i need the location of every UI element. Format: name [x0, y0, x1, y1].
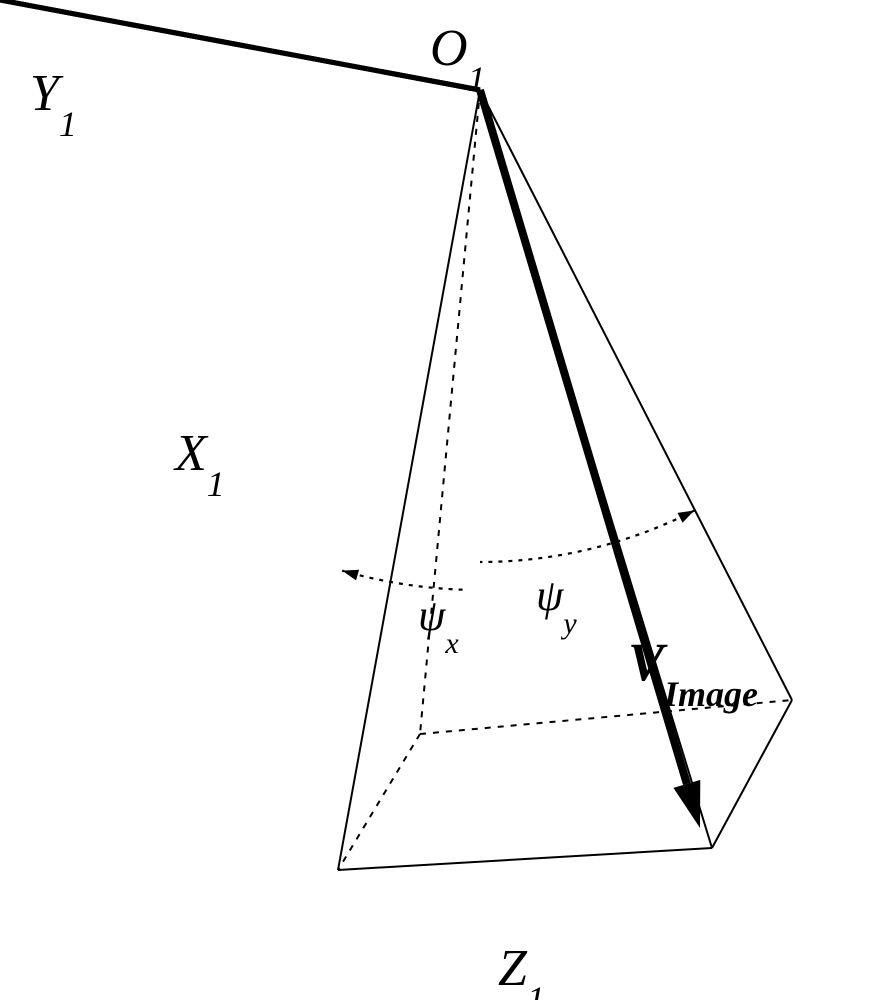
label-o1-sub: 1	[468, 59, 486, 99]
label-z1: Z1	[498, 940, 545, 1000]
arc-arrowhead	[342, 570, 359, 581]
label-psi_x: ψx	[418, 591, 459, 660]
label-vimage-sub: Image	[663, 674, 758, 714]
label-x1-sub: 1	[207, 464, 225, 504]
label-z1-main: Z	[498, 940, 528, 997]
label-o1-main: O	[430, 20, 468, 77]
coordinate-diagram: O1Y1X1Z1VImageψxψy	[0, 0, 888, 1000]
label-psi_y-main: ψ	[536, 571, 564, 620]
arrowhead	[673, 780, 700, 828]
label-y1: Y1	[30, 65, 77, 144]
label-psi_x-sub: x	[444, 627, 459, 660]
label-psi_y: ψy	[536, 571, 577, 640]
label-y1-sub: 1	[59, 104, 77, 144]
axis-z1-line	[0, 0, 480, 90]
base-front	[338, 848, 712, 870]
label-vimage: VImage	[628, 632, 758, 714]
label-psi_y-sub: y	[560, 607, 577, 640]
base-right	[712, 700, 792, 848]
arc-psi-y	[480, 511, 694, 562]
edge-front-left	[338, 90, 480, 870]
label-vimage-main: V	[628, 632, 668, 692]
axis-z1	[0, 0, 480, 90]
label-x1-main: X	[173, 425, 209, 482]
label-z1-sub: 1	[527, 979, 545, 1000]
arc-arrowhead	[678, 511, 695, 523]
label-psi_x-main: ψ	[418, 591, 446, 640]
arc-psi-x	[342, 571, 462, 590]
label-x1: X1	[173, 425, 225, 504]
pyramid	[338, 90, 792, 870]
